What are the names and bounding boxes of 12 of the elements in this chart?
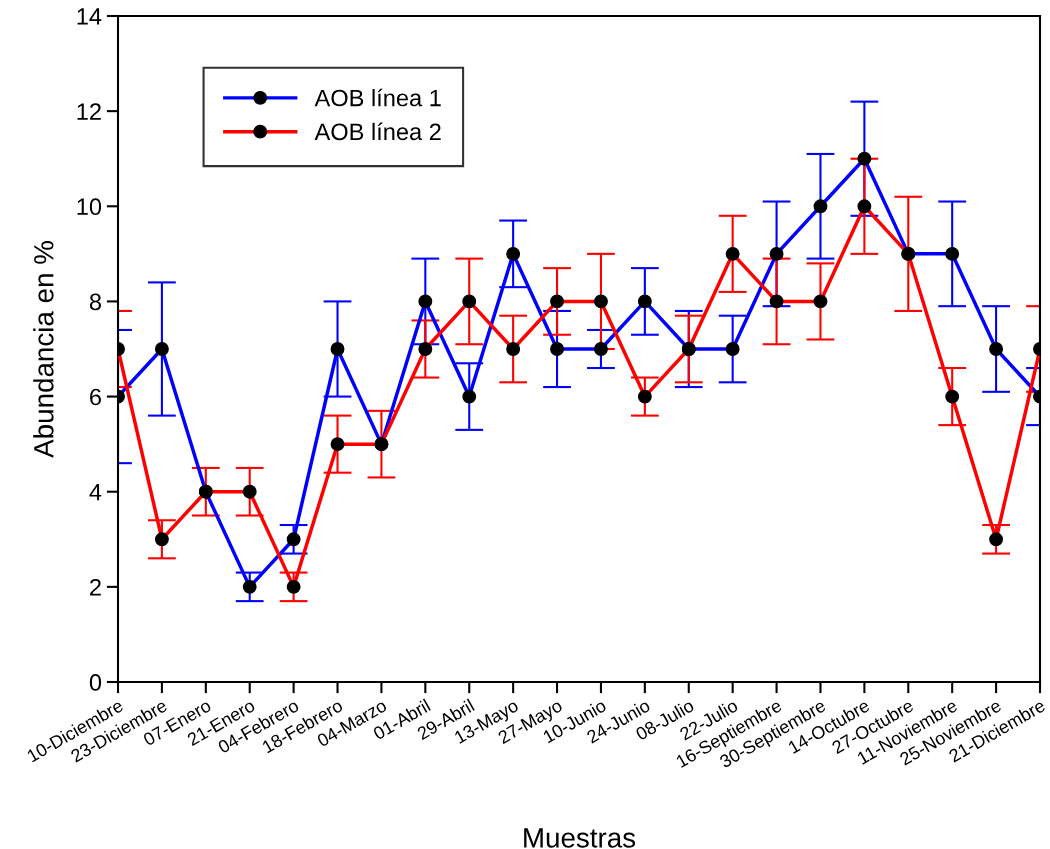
legend-label: AOB línea 1 [314, 88, 441, 107]
y-tick-label: 6 [90, 388, 101, 406]
x-axis-title: Muestras [524, 828, 636, 848]
y-tick-label: 0 [89, 674, 102, 691]
y-tick-label: 2 [90, 578, 101, 596]
y-tick-label: 14 [77, 8, 102, 25]
y-axis-title: Abundancia en % [33, 241, 54, 458]
legend-label: AOB línea 2 [314, 122, 441, 141]
y-tick-label: 4 [89, 484, 102, 501]
y-tick-label: 8 [89, 293, 101, 311]
y-tick-label: 12 [77, 103, 101, 120]
y-tick-label: 10 [77, 198, 102, 216]
